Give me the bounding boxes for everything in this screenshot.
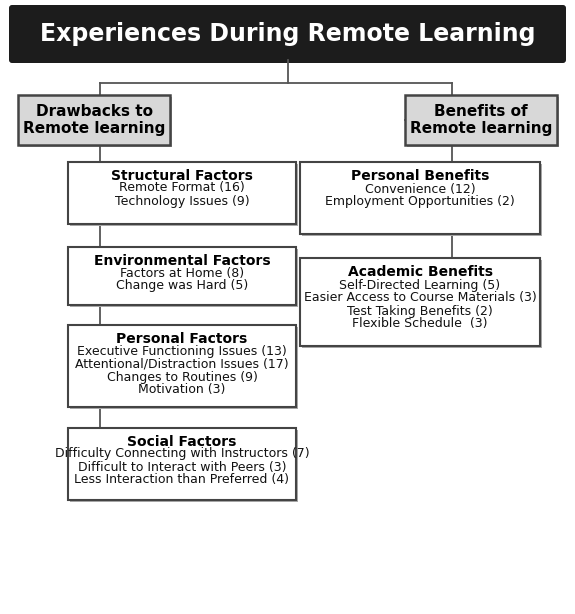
Text: Easier Access to Course Materials (3): Easier Access to Course Materials (3): [304, 292, 536, 305]
Bar: [18, 95, 170, 145]
Text: Remote Format (16): Remote Format (16): [119, 182, 245, 195]
Text: Employment Opportunities (2): Employment Opportunities (2): [325, 195, 515, 209]
Text: Personal Benefits: Personal Benefits: [351, 169, 489, 183]
Bar: [70, 327, 298, 409]
Bar: [302, 260, 542, 348]
Text: Convenience (12): Convenience (12): [365, 182, 476, 195]
Text: Self-Directed Learning (5): Self-Directed Learning (5): [339, 279, 501, 292]
Text: Social Factors: Social Factors: [127, 435, 237, 449]
Text: Flexible Schedule  (3): Flexible Schedule (3): [352, 317, 488, 330]
Bar: [405, 95, 557, 145]
Bar: [70, 249, 298, 307]
FancyBboxPatch shape: [9, 5, 566, 63]
Bar: [300, 162, 540, 234]
Text: Technology Issues (9): Technology Issues (9): [114, 195, 250, 208]
Bar: [70, 164, 298, 226]
Text: Drawbacks to
Remote learning: Drawbacks to Remote learning: [23, 104, 165, 136]
Text: Environmental Factors: Environmental Factors: [94, 254, 270, 268]
Text: Less Interaction than Preferred (4): Less Interaction than Preferred (4): [75, 473, 289, 486]
Text: Attentional/Distraction Issues (17): Attentional/Distraction Issues (17): [75, 357, 289, 370]
Bar: [20, 97, 172, 147]
Text: Difficult to Interact with Peers (3): Difficult to Interact with Peers (3): [78, 460, 286, 473]
Text: Difficulty Connecting with Instructors (7): Difficulty Connecting with Instructors (…: [55, 448, 309, 460]
Bar: [407, 97, 559, 147]
Text: Change was Hard (5): Change was Hard (5): [116, 279, 248, 292]
Text: Personal Factors: Personal Factors: [116, 332, 248, 346]
Text: Structural Factors: Structural Factors: [111, 169, 253, 183]
Bar: [302, 164, 542, 236]
Text: Test Taking Benefits (2): Test Taking Benefits (2): [347, 305, 493, 317]
Bar: [300, 258, 540, 346]
Bar: [68, 325, 296, 407]
Bar: [68, 247, 296, 305]
Bar: [68, 428, 296, 500]
Bar: [68, 162, 296, 224]
Text: Factors at Home (8): Factors at Home (8): [120, 266, 244, 279]
Text: Academic Benefits: Academic Benefits: [347, 265, 493, 279]
Text: Executive Functioning Issues (13): Executive Functioning Issues (13): [77, 344, 287, 357]
Text: Experiences During Remote Learning: Experiences During Remote Learning: [40, 22, 535, 46]
Text: Changes to Routines (9): Changes to Routines (9): [106, 370, 258, 384]
Bar: [70, 430, 298, 502]
Text: Benefits of
Remote learning: Benefits of Remote learning: [410, 104, 552, 136]
Text: Motivation (3): Motivation (3): [139, 384, 225, 397]
